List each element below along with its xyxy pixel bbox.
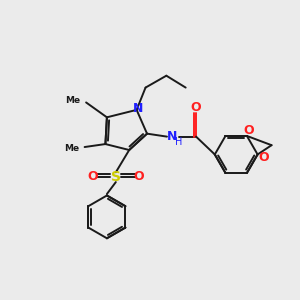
Text: O: O: [243, 124, 254, 137]
Text: N: N: [133, 102, 143, 115]
Text: O: O: [88, 170, 98, 183]
Text: H: H: [175, 137, 182, 147]
Text: O: O: [259, 151, 269, 164]
Text: O: O: [191, 101, 201, 114]
Text: O: O: [134, 170, 144, 183]
Text: Me: Me: [66, 97, 81, 106]
Text: S: S: [111, 170, 121, 184]
Text: N: N: [167, 130, 178, 143]
Text: Me: Me: [64, 144, 79, 153]
